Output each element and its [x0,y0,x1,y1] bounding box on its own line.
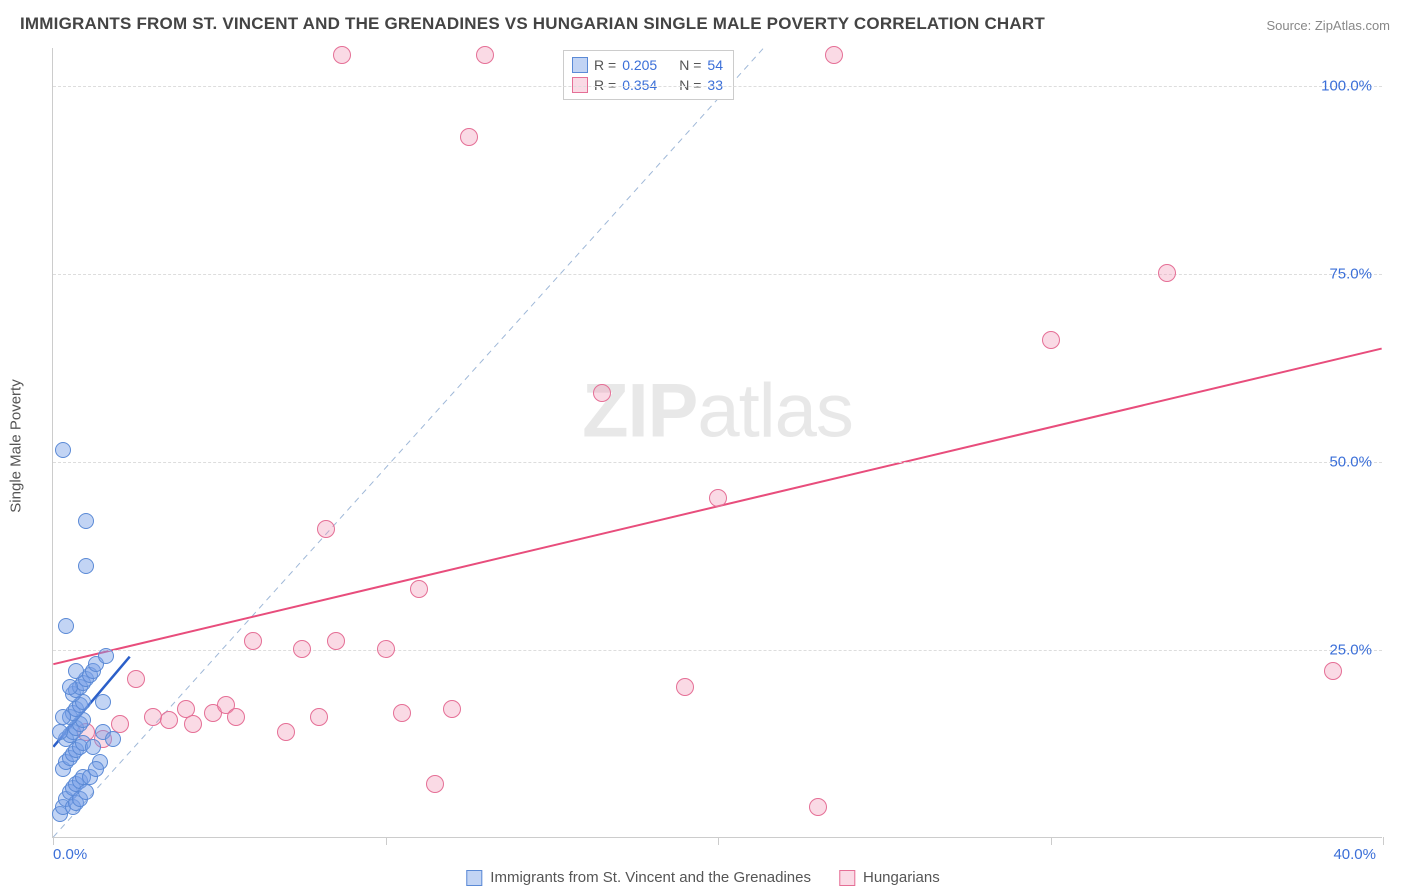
data-point-b [825,46,843,64]
gridline-h [53,86,1382,87]
data-point-a [85,739,101,755]
legend-r-value: 0.205 [622,55,657,75]
plot-area: ZIPatlas R =0.205N =54R =0.354N =33 25.0… [52,48,1382,838]
legend-swatch [572,57,588,73]
data-point-b [1324,662,1342,680]
data-point-b [244,632,262,650]
data-point-b [593,384,611,402]
data-point-a [78,513,94,529]
data-point-a [58,618,74,634]
data-point-a [55,442,71,458]
data-point-a [55,709,71,725]
data-point-b [227,708,245,726]
legend-row: R = 0.205 N = 54 [572,55,723,75]
legend-label: Immigrants from St. Vincent and the Gren… [490,869,811,886]
xtick [1051,837,1052,845]
data-point-b [809,798,827,816]
data-point-b [277,723,295,741]
data-point-b [144,708,162,726]
data-point-b [184,715,202,733]
data-point-a [105,731,121,747]
data-point-b [676,678,694,696]
ytick-label: 100.0% [1321,77,1372,94]
data-point-a [78,784,94,800]
data-point-a [78,558,94,574]
data-point-b [709,489,727,507]
gridline-h [53,462,1382,463]
xtick-label: 0.0% [53,846,87,863]
legend-r-label: R = [594,55,616,75]
source-label: Source: ZipAtlas.com [1266,18,1390,33]
data-point-a [62,679,78,695]
legend-n-value: 54 [707,55,723,75]
data-point-b [160,711,178,729]
xtick [718,837,719,845]
data-point-a [95,694,111,710]
ytick-label: 75.0% [1329,265,1372,282]
watermark: ZIPatlas [582,367,853,454]
data-point-a [98,648,114,664]
legend-item: Hungarians [839,869,940,886]
data-point-b [393,704,411,722]
series-legend: Immigrants from St. Vincent and the Gren… [466,869,939,886]
gridline-h [53,274,1382,275]
trend-lines-layer [53,48,1382,837]
data-point-a [88,761,104,777]
data-point-b [460,128,478,146]
chart-title: IMMIGRANTS FROM ST. VINCENT AND THE GREN… [20,14,1045,34]
data-point-a [52,724,68,740]
data-point-b [293,640,311,658]
data-point-b [333,46,351,64]
xtick [53,837,54,845]
data-point-b [377,640,395,658]
data-point-b [443,700,461,718]
data-point-b [426,775,444,793]
legend-n-label: N = [679,55,701,75]
xtick [1383,837,1384,845]
data-point-b [317,520,335,538]
data-point-b [410,580,428,598]
xtick-label: 40.0% [1333,846,1376,863]
y-axis-label: Single Male Poverty [8,379,25,512]
data-point-b [476,46,494,64]
data-point-b [310,708,328,726]
data-point-b [1042,331,1060,349]
data-point-b [1158,264,1176,282]
data-point-a [68,663,84,679]
ytick-label: 50.0% [1329,453,1372,470]
ytick-label: 25.0% [1329,641,1372,658]
legend-label: Hungarians [863,869,940,886]
data-point-b [127,670,145,688]
legend-swatch [839,870,855,886]
data-point-b [327,632,345,650]
correlation-legend: R =0.205N =54R =0.354N =33 [563,50,734,100]
legend-item: Immigrants from St. Vincent and the Gren… [466,869,811,886]
xtick [386,837,387,845]
legend-swatch [466,870,482,886]
